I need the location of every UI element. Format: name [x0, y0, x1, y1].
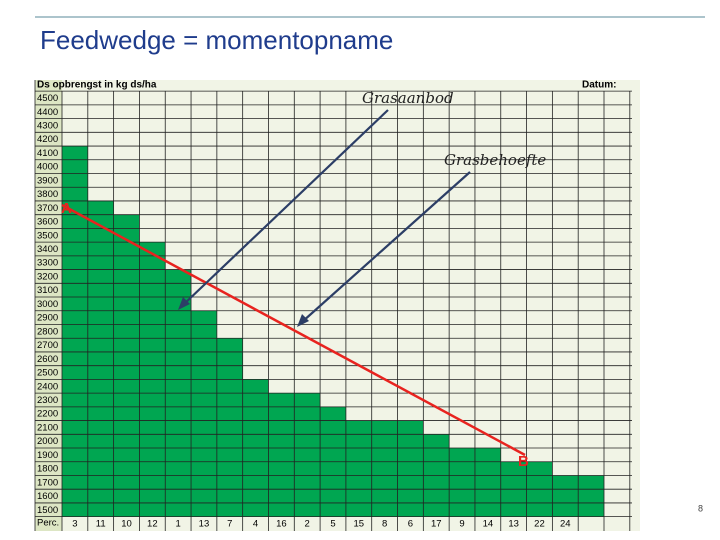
wedge-line — [61, 203, 526, 457]
y-axis-label: Ds opbrengst in kg ds/ha — [37, 80, 157, 91]
x-tick-label: 6 — [408, 519, 413, 530]
y-tick-label: 3900 — [37, 175, 58, 186]
bar — [87, 200, 114, 517]
x-tick-label: 17 — [431, 519, 442, 530]
demand-arrow — [301, 171, 471, 323]
x-tick-label: 11 — [96, 519, 106, 530]
supply-arrow — [182, 109, 389, 306]
plot: 4500 4400 4300 4200 4100 4000 3900 3800 3700 3600… — [34, 80, 632, 531]
label-column — [35, 80, 62, 531]
x-tick-label: 9 — [459, 519, 464, 530]
y-tick-label: 4000 — [37, 162, 58, 173]
y-tick-label: 3400 — [37, 244, 58, 255]
point-a: A — [61, 200, 72, 217]
x-tick-label: 8 — [382, 519, 387, 530]
x-tick-label: 5 — [330, 519, 335, 530]
x-tick-label: 15 — [354, 519, 365, 530]
demand-arrowhead — [297, 314, 309, 327]
y-tick-label: 3300 — [37, 258, 58, 269]
x-tick-label: 24 — [560, 519, 571, 530]
y-tick-label: 2400 — [37, 381, 58, 392]
date-label: Datum: — [582, 80, 616, 91]
y-tick-label: 2600 — [37, 354, 58, 365]
x-tick-label: 2 — [305, 519, 310, 530]
supply-arrowhead — [178, 297, 190, 310]
x-tick-label: 13 — [199, 519, 210, 530]
y-tick-label: 2100 — [37, 422, 58, 433]
bar — [371, 420, 398, 517]
y-tick-label: 3500 — [37, 230, 58, 241]
x-tick-label: 13 — [508, 519, 519, 530]
y-tick-label: 4400 — [37, 107, 58, 118]
y-tick-label: 3700 — [37, 203, 58, 214]
bar — [474, 448, 501, 517]
bar — [552, 475, 579, 517]
bar — [216, 338, 243, 517]
y-tick-label: 3800 — [37, 189, 58, 200]
y-tick-label: 2000 — [37, 436, 58, 447]
y-tick-label: 2200 — [37, 409, 58, 420]
slide-title: Feedwedge = momentopname — [40, 25, 393, 55]
supply-label: Grasaanbod — [362, 89, 454, 107]
y-tick-label: 4300 — [37, 120, 58, 131]
y-tick-label: 1600 — [37, 491, 58, 502]
y-tick-label: 4200 — [37, 134, 58, 145]
bar — [449, 448, 475, 517]
x-tick-label: 22 — [534, 519, 545, 530]
y-tick-label: 1700 — [37, 477, 58, 488]
y-tick-label: 4100 — [37, 148, 58, 159]
bar — [268, 393, 295, 517]
y-tick-label: 3000 — [37, 299, 58, 310]
x-tick-label: 3 — [72, 519, 77, 530]
x-tick-label: 12 — [147, 519, 158, 530]
y-tick-label: 2300 — [37, 395, 58, 406]
y-tick-label: 2900 — [37, 313, 58, 324]
page-number: 8 — [698, 503, 703, 513]
bar — [294, 393, 321, 517]
x-tick-label: 1 — [175, 519, 180, 530]
y-tick-label: 1900 — [37, 450, 58, 461]
y-tick-label: 4500 — [37, 93, 58, 104]
x-tick-label: 16 — [276, 519, 287, 530]
x-axis-label: Perc. — [37, 518, 59, 529]
y-tick-label: 2500 — [37, 368, 58, 379]
y-tick-label: 3100 — [37, 285, 58, 296]
x-tick-label: 4 — [253, 519, 258, 530]
y-tick-label: 1800 — [37, 464, 58, 475]
bar — [345, 420, 372, 517]
x-tick-label: 14 — [483, 519, 494, 530]
x-tick-label: 7 — [227, 519, 232, 530]
y-tick-label: 2800 — [37, 326, 58, 337]
x-tick-label: 10 — [121, 519, 132, 530]
y-tick-label: 3600 — [37, 217, 58, 228]
y-tick-label: 1500 — [37, 505, 58, 516]
y-tick-label: 2700 — [37, 340, 58, 351]
y-tick-label: 3200 — [37, 271, 58, 282]
bar — [191, 310, 217, 517]
bar — [578, 475, 604, 517]
demand-label: Grasbehoefte — [444, 151, 546, 169]
point-b: B — [518, 453, 529, 470]
bar — [397, 420, 424, 517]
